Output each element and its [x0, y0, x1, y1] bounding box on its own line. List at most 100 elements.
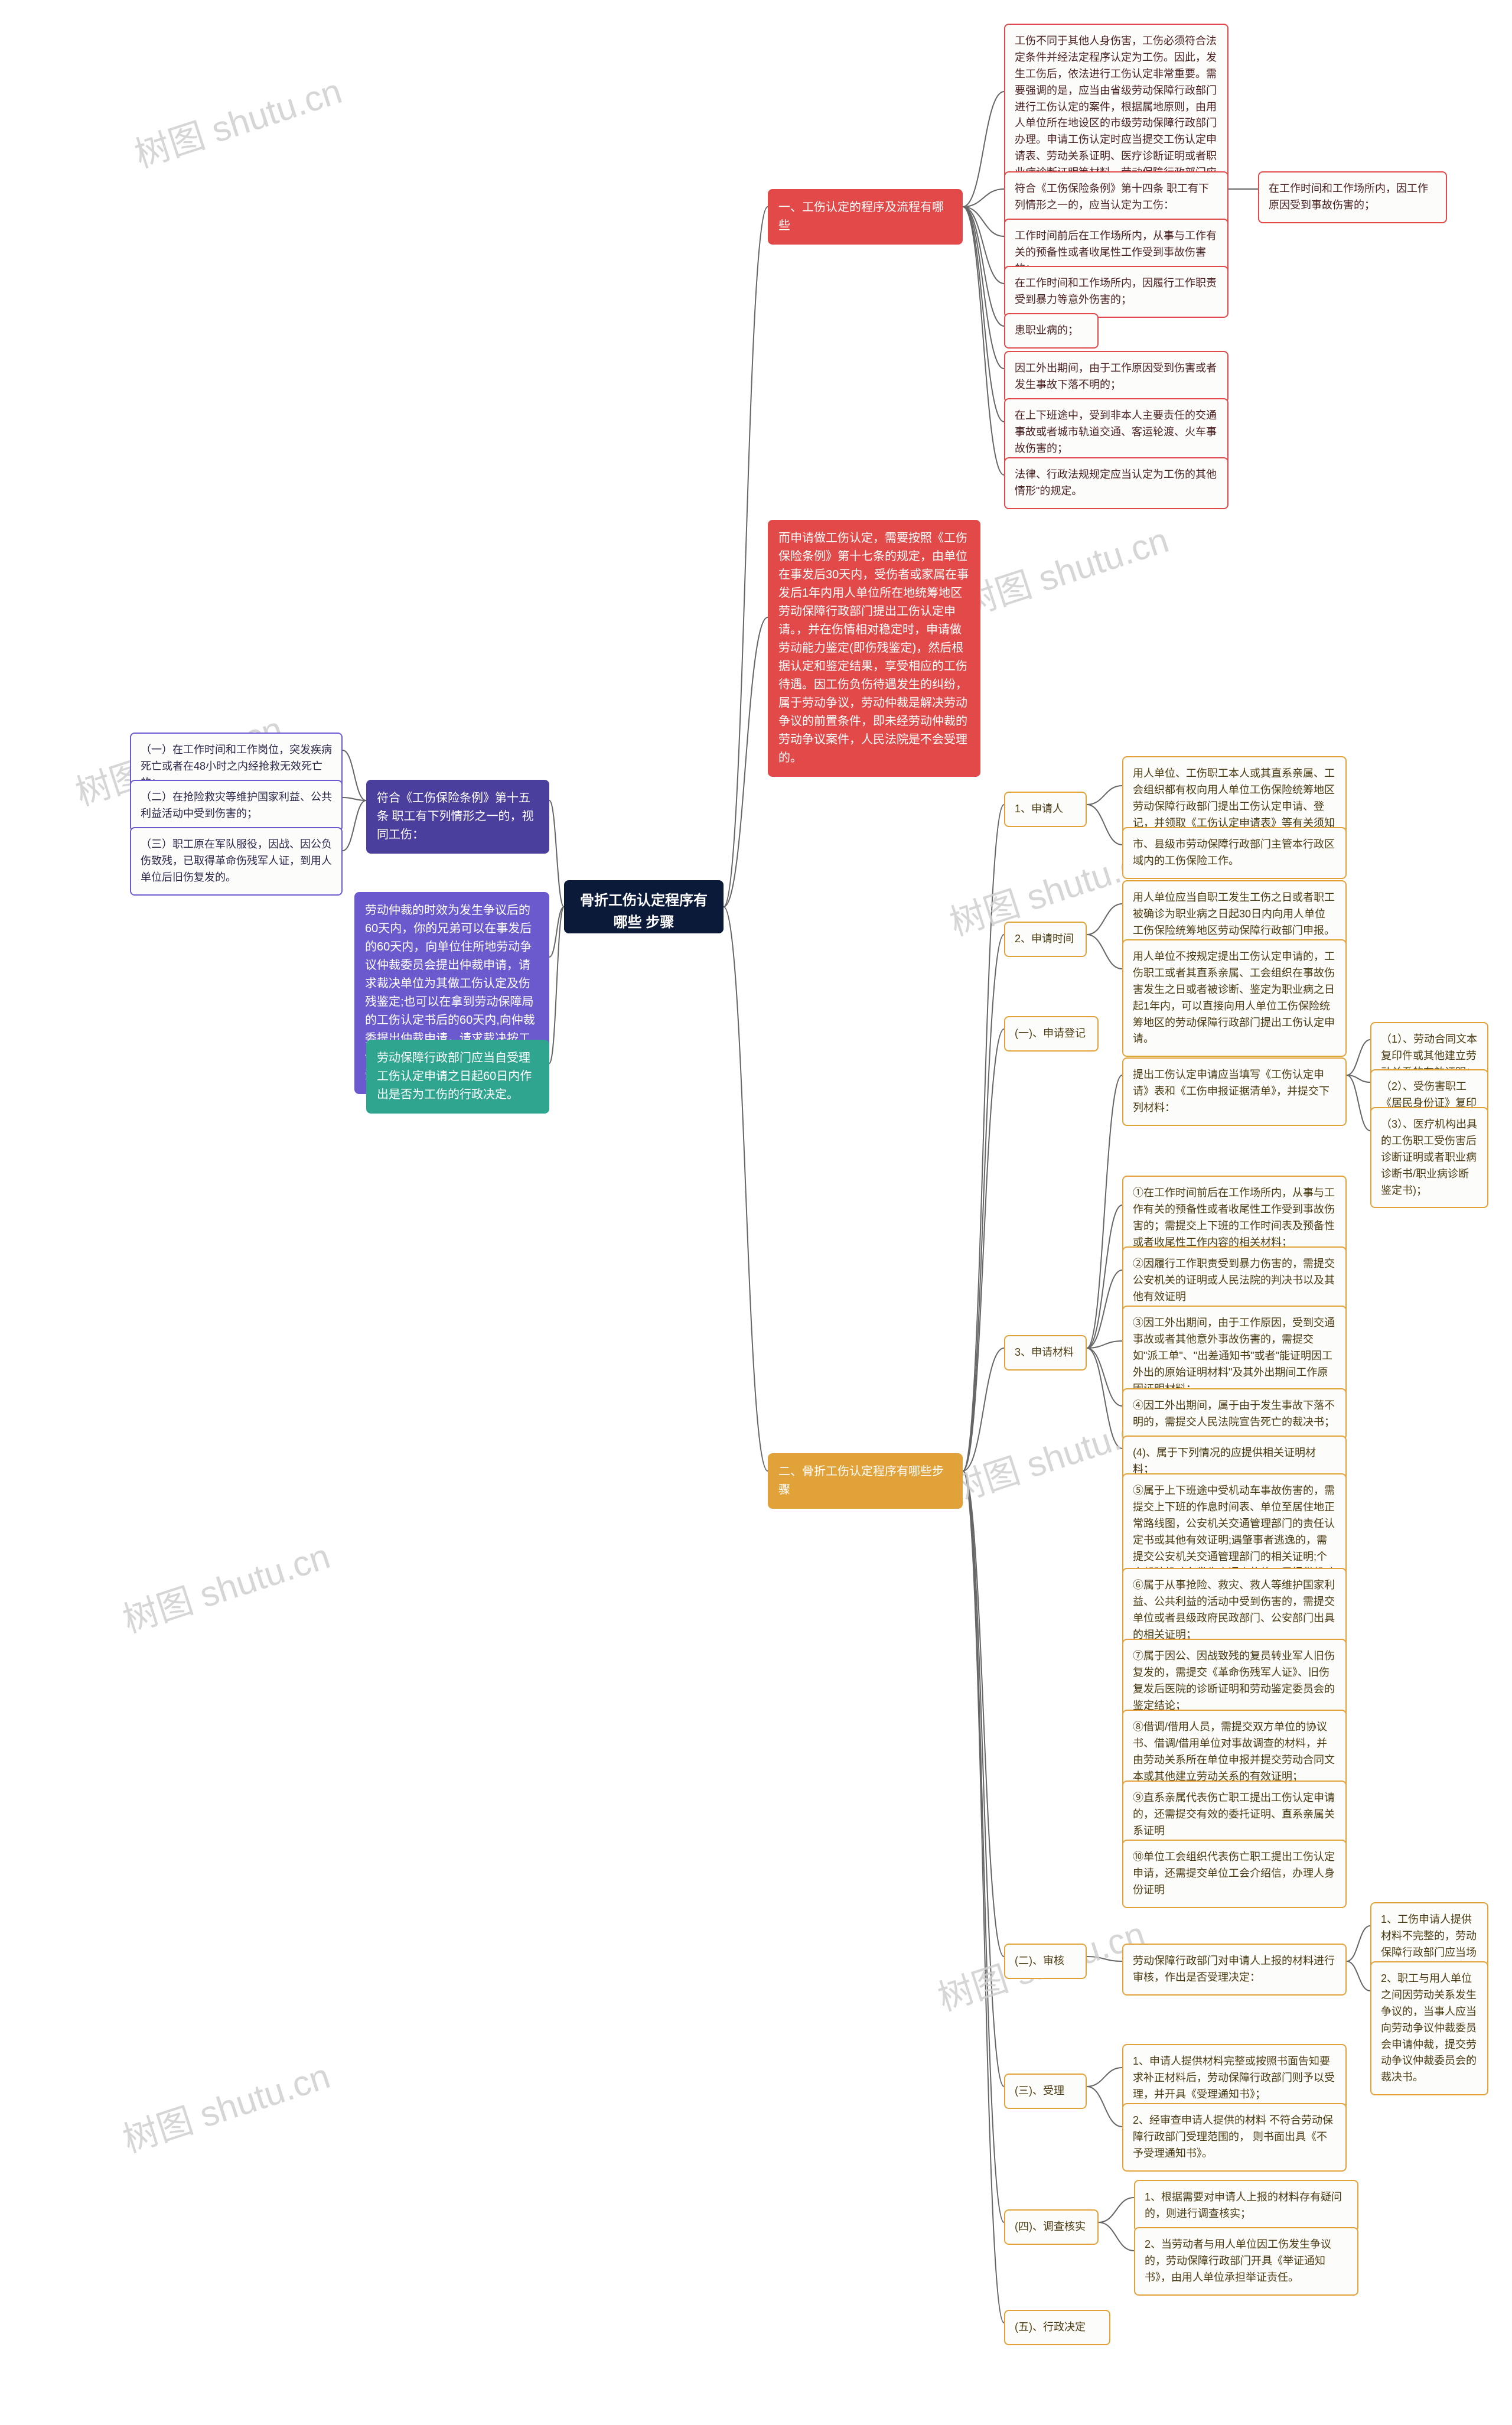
s2_7-label: (五)、行政决定 [1015, 2321, 1086, 2333]
s1-label: 一、工伤认定的程序及流程有哪些 [778, 201, 944, 232]
connector [1087, 2068, 1122, 2087]
s1: 一、工伤认定的程序及流程有哪些 [768, 189, 963, 245]
connector [1347, 1075, 1370, 1082]
s2_6b: 2、当劳动者与用人单位因工伤发生争议的，劳动保障行政部门开具《举证通知书》，由用… [1134, 2227, 1358, 2296]
connector [963, 207, 1004, 422]
connector [963, 207, 1004, 326]
mindmap-root-node: 骨折工伤认定程序有哪些 步骤 [564, 880, 724, 933]
s2_3_r4-label: ④因工外出期间，属于由于发生事故下落不明的，需提交人民法院宣告死亡的裁决书； [1133, 1399, 1335, 1428]
connector [963, 1029, 1004, 1471]
s2_3_r3-label: ③因工外出期间，由于工作原因，受到交通事故或者其他意外事故伤害的，需提交如"派工… [1133, 1317, 1335, 1395]
s2_3_a6-label: ⑥属于从事抢险、救灾、救人等维护国家利益、公共利益的活动中受到伤害的，需提交单位… [1133, 1579, 1335, 1640]
s2_3_hd: 提出工伤认定申请应当填写《工伤认定申请》表和《工伤申报证据清单》，并提交下列材料… [1122, 1057, 1347, 1126]
s1e-label: 患职业病的； [1015, 324, 1078, 336]
l1c-label: （三）职工原在军队服役，因战、因公负伤致残，已取得革命伤残军人证，到用人单位后旧… [141, 838, 332, 883]
s2_6b-label: 2、当劳动者与用人单位因工伤发生争议的，劳动保障行政部门开具《举证通知书》，由用… [1145, 2238, 1331, 2283]
connector [1087, 786, 1122, 805]
s2_3_a-label: (4)、属于下列情况的应提供相关证明材料； [1133, 1447, 1316, 1475]
s1b1-label: 在工作时间和工作场所内，因工作原因受到事故伤害的； [1269, 183, 1428, 211]
s2_3_a10: ⑩单位工会组织代表伤亡职工提出工伤认定申请，还需提交单位工会介绍信，办理人身份证… [1122, 1840, 1347, 1908]
connector [1087, 1348, 1122, 1406]
s2_2a-label: 用人单位应当自职工发生工伤之日或者职工被确诊为职业病之日起30日内向用人单位工伤… [1133, 891, 1335, 936]
s2_5a-label: 1、申请人提供材料完整或按照书面告知要求补正材料后，劳动保障行政部门则予以受理，… [1133, 2055, 1335, 2100]
connector [1087, 904, 1122, 935]
s2_0: (一)、申请登记 [1004, 1016, 1099, 1052]
connector [1087, 805, 1122, 845]
connector [963, 1471, 1004, 2323]
connector [549, 800, 564, 907]
s2_3_a7-label: ⑦属于因公、因战致残的复员转业军人旧伤复发的，需提交《革命伤残军人证》、旧伤复发… [1133, 1650, 1335, 1711]
connector [963, 935, 1004, 1471]
s1f-label: 因工外出期间，由于工作原因受到伤害或者发生事故下落不明的； [1015, 362, 1217, 390]
left3-label: 劳动保障行政部门应当自受理工伤认定申请之日起60日内作出是否为工伤的行政决定。 [377, 1052, 532, 1101]
connector [1347, 1040, 1370, 1075]
s2_6-label: (四)、调查核实 [1015, 2221, 1086, 2232]
connector [1087, 1205, 1122, 1348]
watermark: 树图 shutu.cn [127, 63, 347, 178]
s1h: 法律、行政法规规定应当认定为工伤的其他情形"的规定。 [1004, 457, 1228, 509]
s2_2-label: 2、申请时间 [1015, 933, 1074, 945]
connector [1347, 1075, 1370, 1131]
s2_5-label: (三)、受理 [1015, 2085, 1064, 2097]
watermark: 树图 shutu.cn [115, 1528, 335, 1643]
connector [963, 1348, 1004, 1471]
connector [963, 207, 1004, 236]
s2_1: 1、申请人 [1004, 792, 1087, 827]
s2_4a: 劳动保障行政部门对申请人上报的材料进行审核，作出是否受理决定： [1122, 1944, 1347, 1996]
connector [1087, 1957, 1122, 1961]
connector [963, 189, 1004, 207]
s2_3-label: 3、申请材料 [1015, 1346, 1074, 1358]
s2_5a: 1、申请人提供材料完整或按照书面告知要求补正材料后，劳动保障行政部门则予以受理，… [1122, 2044, 1347, 2112]
connector [1087, 2087, 1122, 2127]
connector [1099, 2222, 1134, 2251]
connector [1087, 1348, 1122, 1449]
watermark: 树图 shutu.cn [115, 2048, 335, 2163]
connector [724, 207, 768, 907]
s1d: 在工作时间和工作场所内，因履行工作职责受到暴力等意外伤害的； [1004, 266, 1228, 318]
connector [963, 1471, 1004, 1957]
s1d-label: 在工作时间和工作场所内，因履行工作职责受到暴力等意外伤害的； [1015, 277, 1217, 305]
left3: 劳动保障行政部门应当自受理工伤认定申请之日起60日内作出是否为工伤的行政决定。 [366, 1040, 549, 1114]
s2_3_hd3-label: （3）、医疗机构出具的工伤职工受伤害后诊断证明或者职业病诊断书/职业病诊断鉴定书… [1381, 1118, 1477, 1196]
s2_3_hd3: （3）、医疗机构出具的工伤职工受伤害后诊断证明或者职业病诊断书/职业病诊断鉴定书… [1370, 1107, 1488, 1208]
s1big-label: 而申请做工伤认定，需要按照《工伤保险条例》第十七条的规定，由单位在事发后30天内… [778, 532, 969, 764]
connector [343, 800, 366, 851]
s2_3_r1-label: ①在工作时间前后在工作场所内，从事与工作有关的预备性或者收尾性工作受到事故伤害的… [1133, 1187, 1335, 1248]
s2_2b-label: 用人单位不按规定提出工伤认定申请的，工伤职工或者其直系亲属、工会组织在事故伤害发… [1133, 951, 1335, 1044]
s2_6a-label: 1、根据需要对申请人上报的材料存有疑问的，则进行调查核实； [1145, 2191, 1342, 2219]
connector [1099, 2198, 1134, 2222]
s2_4a-label: 劳动保障行政部门对申请人上报的材料进行审核，作出是否受理决定： [1133, 1955, 1335, 1983]
connector [1087, 935, 1122, 969]
s2_1b-label: 市、县级市劳动保障行政部门主管本行政区域内的工伤保险工作。 [1133, 838, 1335, 867]
left1: 符合《工伤保险条例》第十五条 职工有下列情形之一的，视同工伤： [366, 780, 549, 854]
s1g: 在上下班途中，受到非本人主要责任的交通事故或者城市轨道交通、客运轮渡、火车事故伤… [1004, 398, 1228, 467]
connector [963, 1471, 1004, 2222]
s2_1-label: 1、申请人 [1015, 803, 1063, 815]
connector [724, 907, 768, 1471]
s1big: 而申请做工伤认定，需要按照《工伤保险条例》第十七条的规定，由单位在事发后30天内… [768, 520, 980, 777]
watermark: 树图 shutu.cn [954, 512, 1174, 627]
s2_5: (三)、受理 [1004, 2074, 1087, 2109]
s2_3: 3、申请材料 [1004, 1335, 1087, 1371]
connector [963, 92, 1004, 207]
s2_7: (五)、行政决定 [1004, 2310, 1110, 2345]
s2_0-label: (一)、申请登记 [1015, 1027, 1086, 1039]
connector [549, 907, 564, 1063]
s2_5b: 2、经审查申请人提供的材料 不符合劳动保障行政部门受理范围的， 则书面出具《不予… [1122, 2103, 1347, 2172]
s1b: 符合《工伤保险条例》第十四条 职工有下列情形之一的，应当认定为工伤： [1004, 171, 1228, 223]
s2_3_r2: ②因履行工作职责受到暴力伤害的，需提交公安机关的证明或人民法院的判决书以及其他有… [1122, 1246, 1347, 1315]
s2_4a2-label: 2、职工与用人单位之间因劳动关系发生争议的，当事人应当向劳动争议仲裁委员会申请仲… [1381, 1972, 1477, 2083]
connector [963, 207, 1004, 369]
connector [549, 907, 564, 957]
s2_2: 2、申请时间 [1004, 922, 1087, 957]
s2_3_a9: ⑨直系亲属代表伤亡职工提出工伤认定申请的，还需提交有效的委托证明、直系亲属关系证… [1122, 1780, 1347, 1849]
s2: 二、骨折工伤认定程序有哪些步骤 [768, 1453, 963, 1509]
s2_3_r4: ④因工外出期间，属于由于发生事故下落不明的，需提交人民法院宣告死亡的裁决书； [1122, 1388, 1347, 1440]
left1-label: 符合《工伤保险条例》第十五条 职工有下列情形之一的，视同工伤： [377, 792, 534, 841]
l1c: （三）职工原在军队服役，因战、因公负伤致残，已取得革命伤残军人证，到用人单位后旧… [130, 827, 343, 896]
s2_2a: 用人单位应当自职工发生工伤之日或者职工被确诊为职业病之日起30日内向用人单位工伤… [1122, 880, 1347, 949]
s1f: 因工外出期间，由于工作原因受到伤害或者发生事故下落不明的； [1004, 351, 1228, 403]
s1h-label: 法律、行政法规规定应当认定为工伤的其他情形"的规定。 [1015, 468, 1217, 497]
s2_4-label: (二)、审核 [1015, 1955, 1064, 1967]
s2_3_a10-label: ⑩单位工会组织代表伤亡职工提出工伤认定申请，还需提交单位工会介绍信，办理人身份证… [1133, 1851, 1335, 1896]
